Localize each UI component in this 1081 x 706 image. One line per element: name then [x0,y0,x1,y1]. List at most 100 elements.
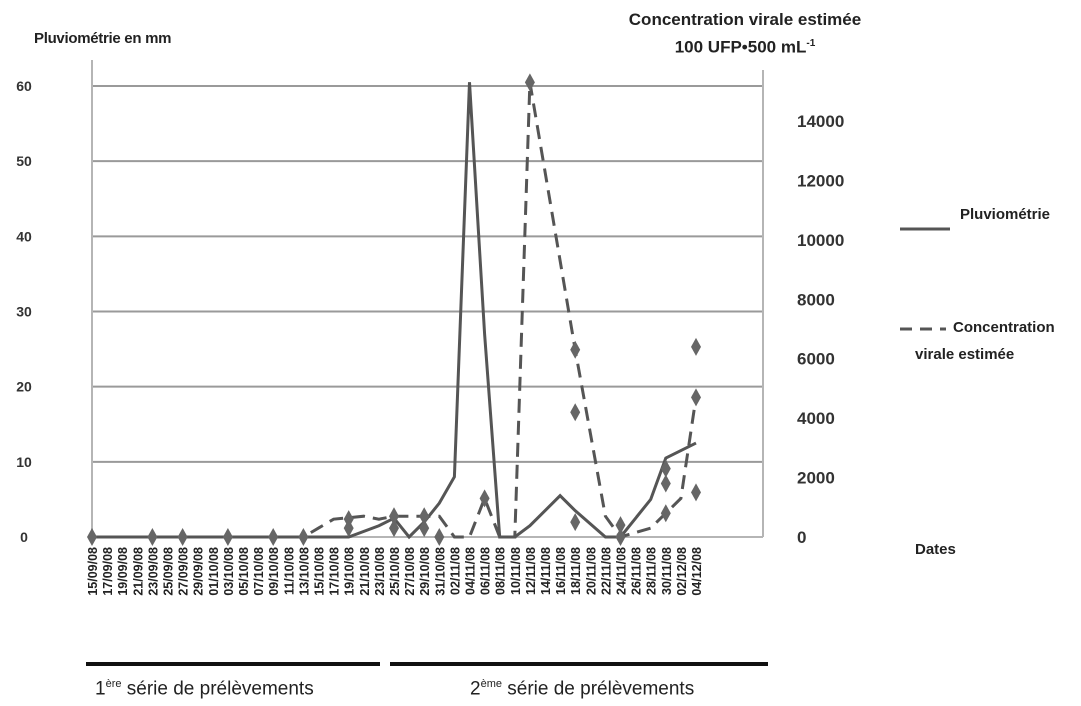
left-tick-label: 50 [16,153,32,169]
date-tick-label: 17/09/08 [101,547,115,596]
data-marker [343,510,354,529]
date-tick-label: 19/10/08 [343,547,357,596]
plot-area [87,73,701,546]
data-marker [222,528,233,546]
left-tick-label: 60 [16,78,32,94]
date-tick-label: 27/09/08 [177,547,191,596]
date-tick-label: 31/10/08 [433,547,447,596]
date-tick-label: 01/10/08 [207,547,221,596]
date-tick-label: 21/10/08 [358,547,372,596]
data-marker [298,528,309,546]
date-tick-label: 10/11/08 [509,547,523,595]
date-tick-label: 20/11/08 [584,547,598,595]
data-marker [691,388,701,407]
left-tick-label: 20 [16,379,32,395]
data-marker [479,489,490,508]
right-tick-label: 8000 [797,290,835,309]
date-ticks: 15/09/08 17/09/08 19/09/08 21/09/08 23/09/08… [86,547,704,596]
date-tick-label: 08/11/08 [494,547,508,595]
date-tick-label: 16/11/08 [554,547,568,595]
data-marker [691,337,701,356]
data-marker [389,507,399,526]
date-tick-label: 11/10/08 [282,547,296,595]
date-tick-label: 03/10/08 [222,547,236,596]
date-tick-label: 14/11/08 [539,547,553,595]
series1-text: série de prélèvements [121,678,314,700]
data-marker [389,519,399,538]
virus-series-line [92,82,698,539]
data-marker [691,483,701,502]
date-tick-label: 12/11/08 [524,547,538,595]
legend-rain-label: Pluviométrie [960,206,1051,223]
date-tick-label: 29/09/08 [192,547,206,596]
date-tick-label: 23/10/08 [373,547,387,596]
series2-ordinal: 2 [470,678,481,700]
left-tick-label: 10 [16,454,32,470]
series1-ordinal: 1 [95,678,106,700]
right-tick-label: 0 [797,528,806,547]
date-tick-label: 26/11/08 [630,547,644,595]
date-tick-label: 23/09/08 [146,547,160,596]
right-tick-label: 12000 [797,171,844,190]
date-tick-label: 21/09/08 [131,547,145,596]
date-tick-label: 02/12/08 [675,547,689,596]
date-tick-label: 06/11/08 [479,547,493,595]
data-marker [177,528,188,546]
date-tick-label: 30/11/08 [660,547,674,595]
date-tick-label: 28/11/08 [645,547,659,595]
left-tick-label: 40 [16,228,32,244]
right-tick-label: 4000 [797,409,835,428]
data-marker [419,507,430,526]
right-axis-ticks: 0 2000 4000 6000 8000 10000 12000 14000 [797,112,844,547]
data-marker [615,528,626,546]
x-axis-title: Dates [915,541,956,558]
unit-exponent: -1 [806,38,816,49]
date-tick-label: 22/11/08 [599,547,613,595]
data-marker [570,340,581,359]
left-axis-ticks: 0 10 20 30 40 50 60 [16,78,32,545]
data-marker [660,504,671,523]
data-marker [570,513,581,532]
unit-base: 100 UFP•500 mL [674,37,807,57]
legend-swatches [900,227,950,331]
date-tick-label: 04/12/08 [690,547,704,596]
right-axis-title: Concentration virale estimée 100 UFP•500… [560,8,930,60]
data-marker [87,528,97,546]
series2-text: série de prélèvements [501,678,695,700]
data-marker [434,528,445,546]
first-sampling-series-label: 1ère série de prélèvements [95,678,314,700]
date-tick-label: 18/11/08 [569,547,583,595]
data-marker [268,528,279,546]
legend-virus-label-line1: Concentration [953,319,1055,336]
left-axis-title: Pluviométrie en mm [34,30,172,47]
data-marker [524,73,535,92]
data-marker [147,528,158,546]
date-tick-label: 04/11/08 [464,547,478,595]
date-tick-label: 17/10/08 [328,547,342,596]
data-marker [660,459,671,478]
data-marker [570,403,581,422]
date-tick-label: 02/11/08 [448,547,462,595]
left-tick-label: 30 [16,304,32,320]
data-marker [419,519,430,538]
right-tick-label: 14000 [797,112,844,131]
date-tick-label: 07/10/08 [252,547,266,596]
right-tick-label: 6000 [797,350,835,369]
gridlines [92,85,763,463]
date-tick-label: 19/09/08 [116,547,130,596]
second-sampling-series-label: 2ème série de prélèvements [470,678,694,700]
date-tick-label: 27/10/08 [403,547,417,596]
date-tick-label: 05/10/08 [237,547,251,596]
date-tick-label: 29/10/08 [418,547,432,596]
date-tick-label: 25/09/08 [162,547,176,596]
right-tick-label: 2000 [797,469,835,488]
data-marker [615,516,626,535]
right-axis-title-line1: Concentration virale estimée [628,10,862,29]
series2-sup: ème [480,678,502,690]
date-tick-label: 15/10/08 [313,547,327,596]
date-tick-label: 09/10/08 [267,547,281,596]
right-axis-unit: 100 UFP•500 mL-1 [560,32,930,60]
rain-series-line [92,82,697,540]
left-tick-label: 0 [20,529,28,545]
